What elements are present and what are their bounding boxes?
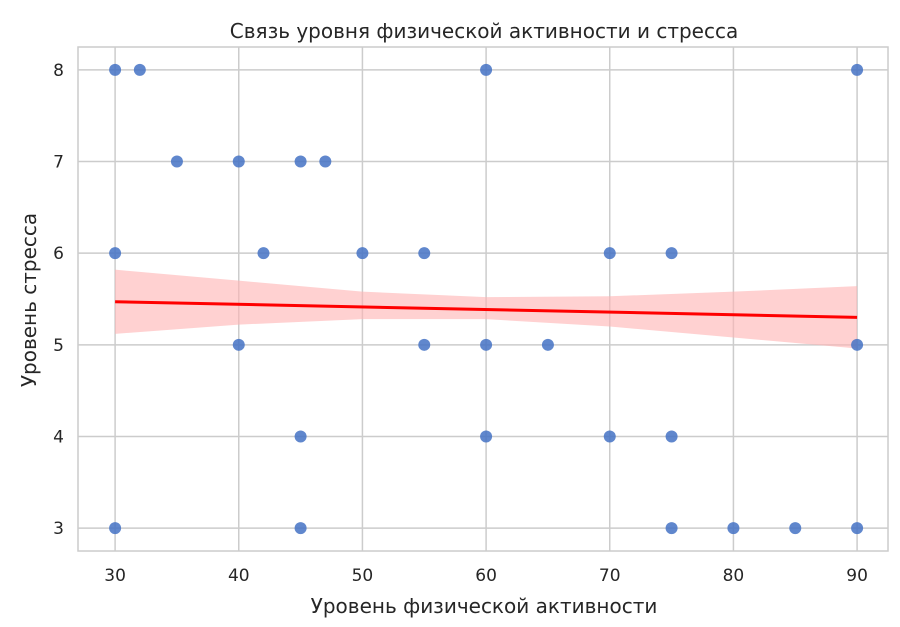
data-point	[603, 430, 616, 443]
data-point	[603, 247, 616, 260]
data-point	[541, 338, 554, 351]
data-point	[294, 155, 307, 168]
data-point	[232, 155, 245, 168]
data-point	[851, 63, 864, 76]
data-point	[232, 338, 245, 351]
regression-line	[115, 300, 858, 319]
data-point	[257, 247, 270, 260]
x-tick-label: 30	[104, 566, 126, 586]
data-point	[319, 155, 332, 168]
data-point	[294, 522, 307, 535]
x-tick-label: 50	[352, 566, 374, 586]
y-tick-label: 3	[53, 519, 64, 539]
data-point	[170, 155, 183, 168]
data-point	[356, 247, 369, 260]
chart-title: Связь уровня физической активности и стр…	[230, 19, 738, 43]
y-tick-labels: 3 4 5 6 7 8	[53, 61, 64, 539]
data-point	[665, 430, 678, 443]
data-point	[851, 338, 864, 351]
data-point	[418, 247, 431, 260]
data-point	[727, 522, 740, 535]
data-point	[294, 430, 307, 443]
data-point	[480, 63, 493, 76]
data-point	[851, 522, 864, 535]
plot-frame	[77, 46, 889, 552]
data-point	[109, 247, 122, 260]
data-point	[789, 522, 802, 535]
data-point	[665, 522, 678, 535]
data-point	[480, 338, 493, 351]
data-points	[109, 63, 864, 535]
data-point	[133, 63, 146, 76]
y-tick-label: 6	[53, 244, 64, 264]
x-axis-label: Уровень физической активности	[311, 594, 658, 618]
x-tick-label: 90	[846, 566, 868, 586]
y-tick-label: 5	[53, 336, 64, 356]
x-tick-labels: 30 40 50 60 70 80 90	[104, 566, 868, 586]
data-point	[109, 63, 122, 76]
x-tick-label: 40	[228, 566, 250, 586]
data-point	[480, 430, 493, 443]
x-tick-label: 60	[475, 566, 497, 586]
y-tick-label: 7	[53, 153, 64, 173]
y-tick-label: 8	[53, 61, 64, 81]
data-point	[109, 522, 122, 535]
data-point	[665, 247, 678, 260]
regression-line-layer	[115, 300, 858, 319]
data-point	[418, 338, 431, 351]
x-tick-label: 70	[599, 566, 621, 586]
y-axis-label: Уровень стресса	[17, 213, 41, 387]
y-tick-label: 4	[53, 427, 64, 447]
x-tick-label: 80	[723, 566, 745, 586]
